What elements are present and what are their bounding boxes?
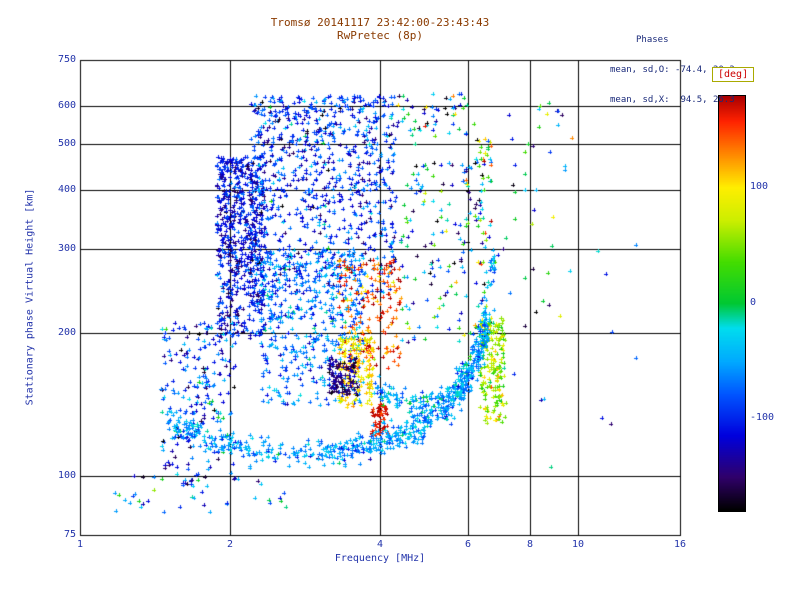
- x-axis-label: Frequency [MHz]: [334, 553, 426, 564]
- x-tick-label: 16: [673, 539, 687, 550]
- colorbar-tick-label: 0: [750, 297, 757, 308]
- y-tick-label: 750: [57, 54, 76, 65]
- plot-title: Tromsø 20141117 23:42:00-23:43:43 RwPret…: [80, 16, 680, 42]
- x-tick-label: 1: [76, 539, 84, 550]
- y-tick-label: 100: [57, 470, 76, 481]
- x-tick-label: 2: [226, 539, 234, 550]
- y-tick-label: 300: [57, 243, 76, 254]
- colorbar: [718, 95, 746, 512]
- y-tick-label: 400: [57, 184, 76, 195]
- x-tick-label: 4: [376, 539, 384, 550]
- x-tick-label: 10: [571, 539, 585, 550]
- colorbar-tick-label: 100: [750, 181, 769, 192]
- y-tick-label: 500: [57, 138, 76, 149]
- y-axis-label: Stationary phase Virtual Height [km]: [24, 188, 36, 406]
- y-tick-label: 200: [57, 327, 76, 338]
- phase-stats-x: mean, sd,X: 94.5, 26.3: [610, 95, 735, 105]
- x-tick-label: 6: [464, 539, 472, 550]
- y-tick-label: 600: [57, 100, 76, 111]
- phase-stats-header: Phases: [636, 35, 669, 45]
- colorbar-tick-label: -100: [750, 412, 775, 423]
- colorbar-units-label: [deg]: [712, 67, 755, 82]
- y-tick-label: 75: [63, 529, 76, 540]
- plot-title-line1: Tromsø 20141117 23:42:00-23:43:43: [270, 16, 490, 29]
- x-tick-label: 8: [526, 539, 534, 550]
- plot-title-line2: RwPretec (8p): [336, 29, 424, 42]
